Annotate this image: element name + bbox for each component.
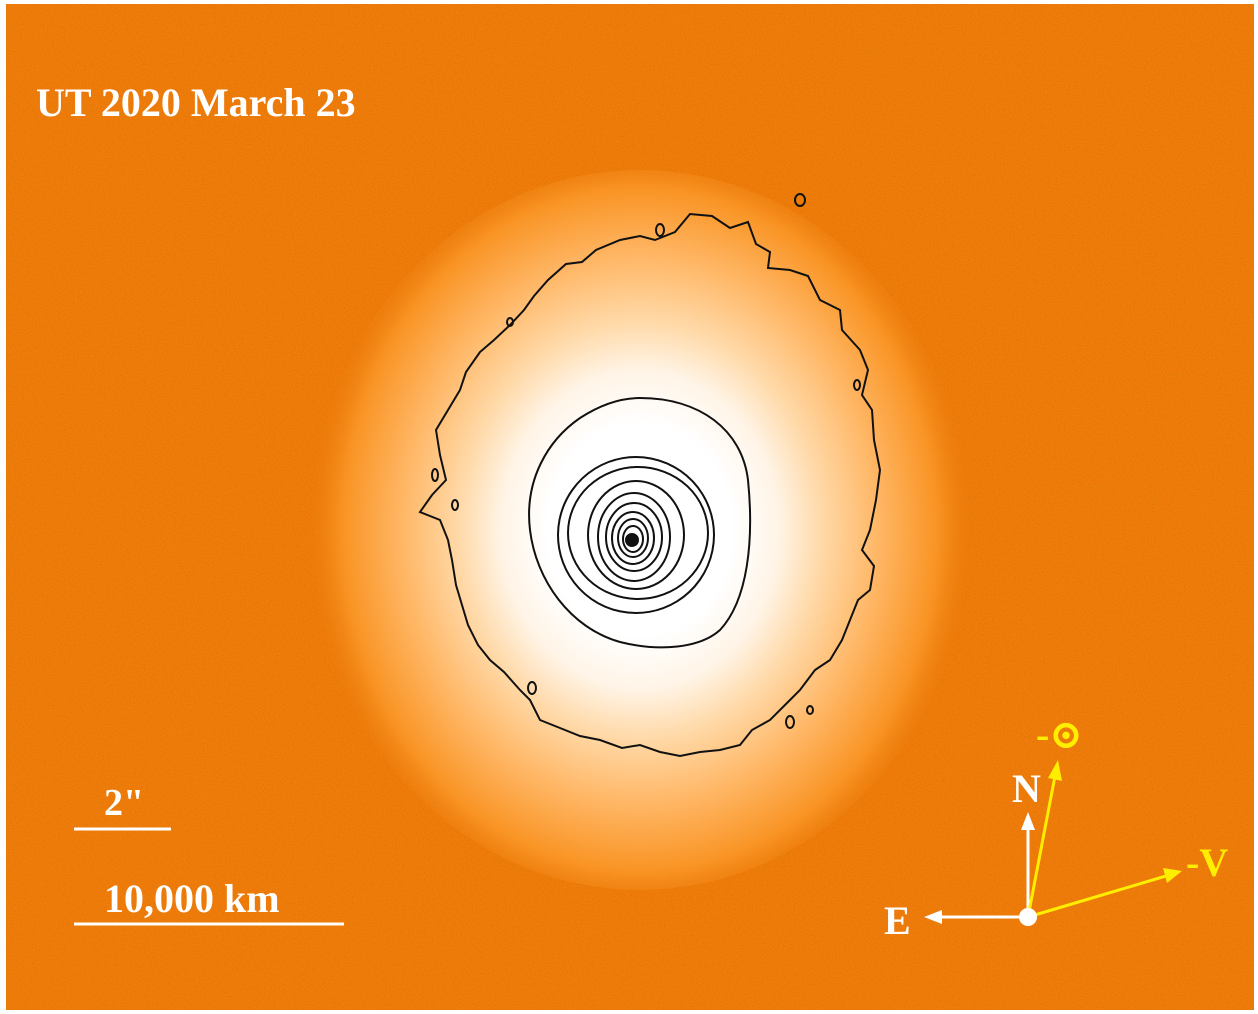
contour-10 <box>622 525 644 553</box>
contour-4 <box>567 466 709 600</box>
contour-3 <box>557 456 715 614</box>
contour-island <box>655 223 665 237</box>
contour-island <box>785 715 795 729</box>
east-label: E <box>884 898 911 943</box>
contour-7 <box>605 502 663 572</box>
east-arrowhead <box>924 910 942 924</box>
physical-scale-label: 10,000 km <box>104 876 280 921</box>
sun-direction-arrowhead <box>1048 760 1062 781</box>
contour-island <box>451 499 459 511</box>
contour-island <box>527 681 537 695</box>
contour-island <box>794 193 806 207</box>
contour-6 <box>597 492 671 582</box>
north-label: N <box>1012 766 1041 811</box>
contour-island <box>506 317 514 327</box>
north-arrowhead <box>1021 812 1035 830</box>
contour-9 <box>617 518 649 558</box>
contour-island <box>431 468 439 482</box>
nucleus <box>625 533 639 547</box>
sun-direction-label: -⊙ <box>1036 712 1083 757</box>
velocity-direction-arrowhead <box>1163 868 1182 883</box>
contour-island <box>806 705 814 715</box>
velocity-direction-shaft <box>1027 874 1167 919</box>
compass: N E -⊙ -V <box>884 712 1228 943</box>
date-label: UT 2020 March 23 <box>36 80 356 125</box>
outer-contour <box>418 212 882 758</box>
velocity-direction-label: -V <box>1186 840 1228 885</box>
contour-5 <box>587 480 685 590</box>
compass-origin <box>1019 908 1037 926</box>
angular-scale-label: 2" <box>104 782 144 824</box>
sun-direction-shaft <box>1026 775 1057 918</box>
contour-8 <box>611 511 655 565</box>
contour-island <box>853 379 861 391</box>
contour-2 <box>528 396 752 649</box>
